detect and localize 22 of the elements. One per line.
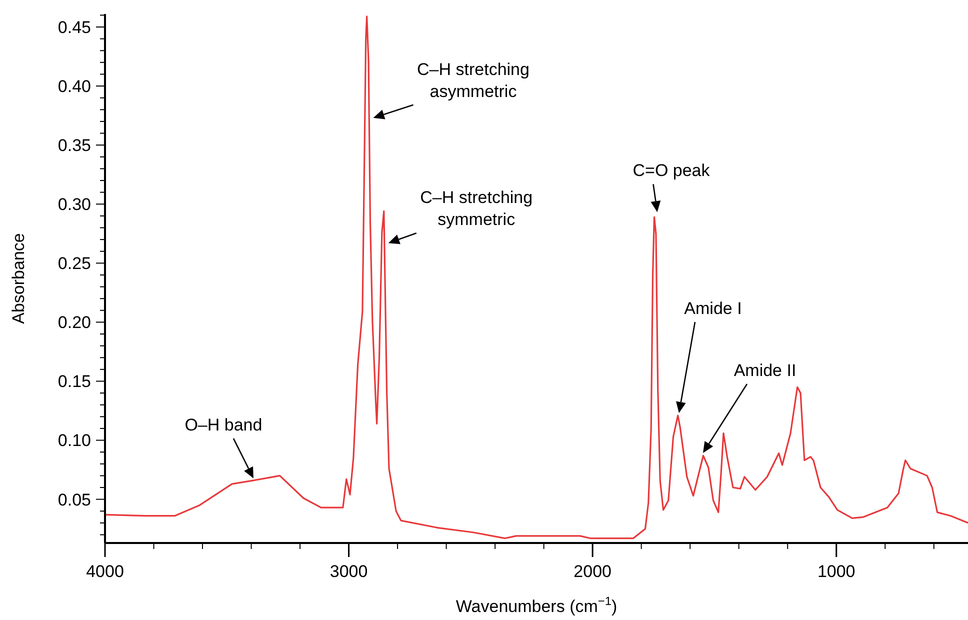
annotation: C–H stretching symmetric [420, 188, 533, 230]
y-tick-label: 0.10 [58, 431, 91, 450]
y-tick-label: 0.20 [58, 313, 91, 332]
annotation: C–H stretching asymmetric [417, 60, 530, 101]
annotation: C=O peak [632, 161, 710, 180]
y-tick-label: 0.45 [58, 18, 91, 37]
x-axis-title: Wavenumbers (cm$^{−1}$) [456, 594, 618, 616]
y-tick-label: 0.35 [58, 136, 91, 156]
x-tick-label: 3000 [330, 562, 368, 581]
y-tick-label: 0.40 [58, 76, 91, 96]
y-axis-title: Absorbance [9, 233, 28, 324]
x-tick-label: 2000 [574, 562, 612, 581]
annotation: Amide II [734, 361, 796, 380]
y-tick-label: 0.30 [58, 195, 91, 214]
annotation: O–H band [184, 415, 262, 434]
y-tick-label: 0.15 [58, 372, 91, 392]
x-tick-label: 4000 [86, 562, 124, 581]
annotation: Amide I [684, 299, 742, 318]
line-series [105, 16, 968, 540]
y-tick-label: 0.25 [58, 254, 91, 274]
x-tick-label: 1000 [817, 562, 856, 581]
y-tick-label: 0.05 [58, 490, 91, 510]
